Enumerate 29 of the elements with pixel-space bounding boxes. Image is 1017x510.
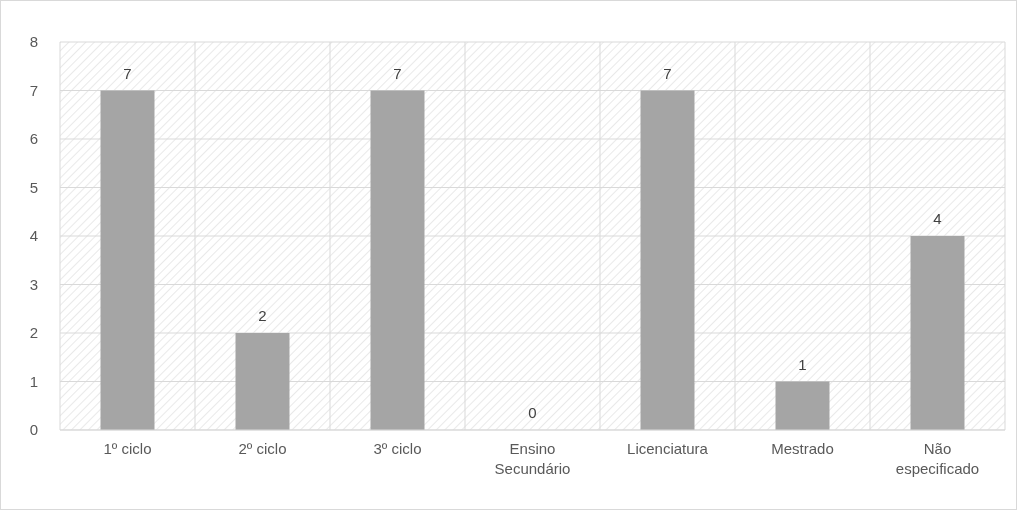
x-tick-label: Mestrado (771, 440, 834, 457)
y-tick-label: 4 (29, 227, 38, 245)
bar (370, 90, 425, 430)
data-label: 1 (798, 355, 807, 373)
bar (235, 333, 290, 430)
y-tick-label: 2 (29, 324, 38, 342)
y-tick-label: 1 (29, 372, 38, 390)
y-tick-label: 7 (29, 81, 38, 99)
x-tick-label: 1º ciclo (103, 440, 152, 457)
data-label: 7 (393, 64, 402, 82)
data-label: 0 (528, 404, 537, 421)
y-tick-label: 5 (29, 178, 38, 196)
y-tick-label: 6 (29, 130, 38, 148)
bar (910, 236, 965, 430)
x-tick-label: Licenciatura (627, 440, 709, 457)
data-label: 4 (933, 210, 942, 227)
data-label: 7 (663, 64, 672, 82)
x-tick-label: Ensino Secundário (494, 440, 571, 477)
y-tick-label: 8 (29, 33, 38, 51)
bar (775, 381, 830, 430)
y-tick-label: 0 (29, 421, 38, 439)
bar (100, 90, 155, 430)
x-tick-label: 3º ciclo (373, 440, 422, 457)
x-tick-label: 2º ciclo (238, 440, 287, 457)
data-label: 7 (123, 64, 132, 82)
data-label: 2 (258, 307, 267, 324)
y-tick-label: 3 (29, 275, 38, 293)
x-tick-label: Não especificado (895, 440, 980, 477)
bar (640, 90, 695, 430)
